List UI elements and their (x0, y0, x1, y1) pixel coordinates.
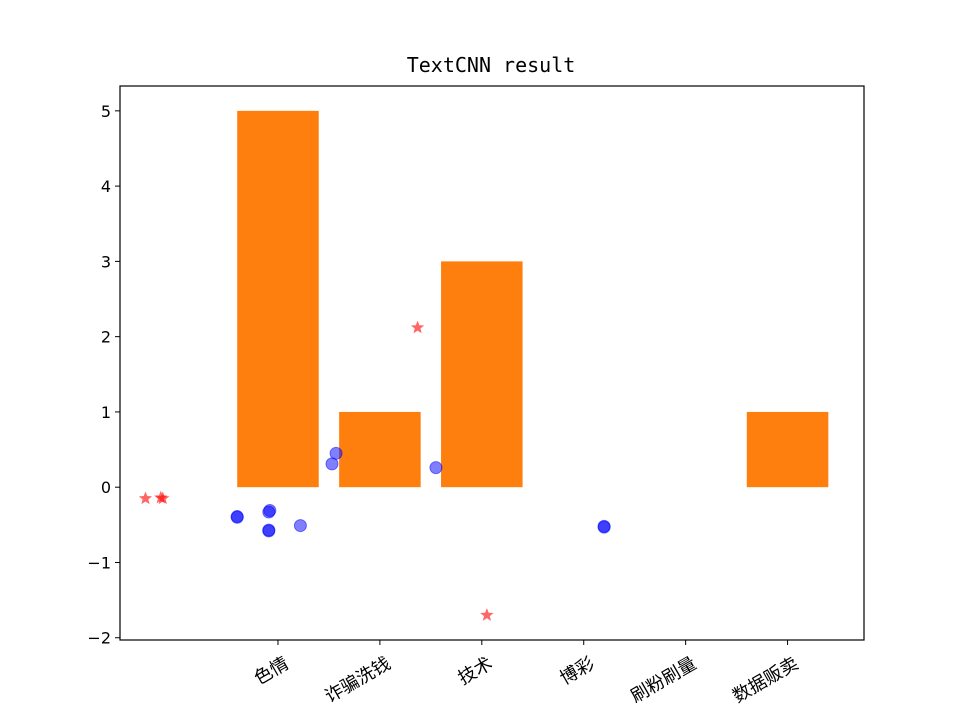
scatter-star-point (138, 491, 153, 505)
scatter-circle-point (429, 461, 443, 475)
axes-frame (119, 85, 865, 641)
x-tick-label: 刷粉刷量 (627, 653, 700, 707)
y-tick-label: 1 (101, 403, 111, 422)
scatter-star-point (156, 491, 170, 505)
x-tick-label: 诈骗洗钱 (322, 653, 395, 707)
scatter-circle-point (230, 510, 244, 524)
y-tick-label: 4 (101, 177, 111, 196)
x-tick-label: 色情 (251, 653, 293, 689)
scatter-circle-point (262, 505, 276, 519)
scatter-circle-point (597, 520, 611, 534)
y-tick-label: 5 (101, 102, 111, 121)
y-tick-label: 0 (101, 478, 111, 497)
y-tick-label: −1 (87, 553, 111, 572)
bar-2 (441, 261, 523, 488)
y-axis: −2 −1 0 1 2 3 4 5 (87, 102, 120, 648)
scatter-circle-point (329, 446, 343, 460)
chart-title: TextCNN result (407, 53, 576, 77)
bar-0 (237, 110, 319, 488)
x-tick-label: 数据贩卖 (729, 653, 802, 707)
bar-1 (339, 411, 421, 488)
x-tick-label: 技术 (455, 653, 497, 689)
scatter-layer (138, 320, 611, 621)
bars-layer (237, 110, 829, 488)
bar-5 (746, 411, 829, 488)
y-tick-label: −2 (87, 629, 111, 648)
scatter-star-point (410, 320, 425, 334)
scatter-star-point (480, 608, 494, 621)
scatter-circle-point (262, 524, 276, 538)
y-tick-label: 2 (101, 328, 111, 347)
x-axis: 色情 诈骗洗钱 技术 博彩 刷粉刷量 数据贩卖 (251, 640, 802, 707)
x-tick-label: 博彩 (557, 653, 599, 689)
scatter-circle-point (293, 519, 307, 533)
y-tick-label: 3 (101, 252, 111, 271)
